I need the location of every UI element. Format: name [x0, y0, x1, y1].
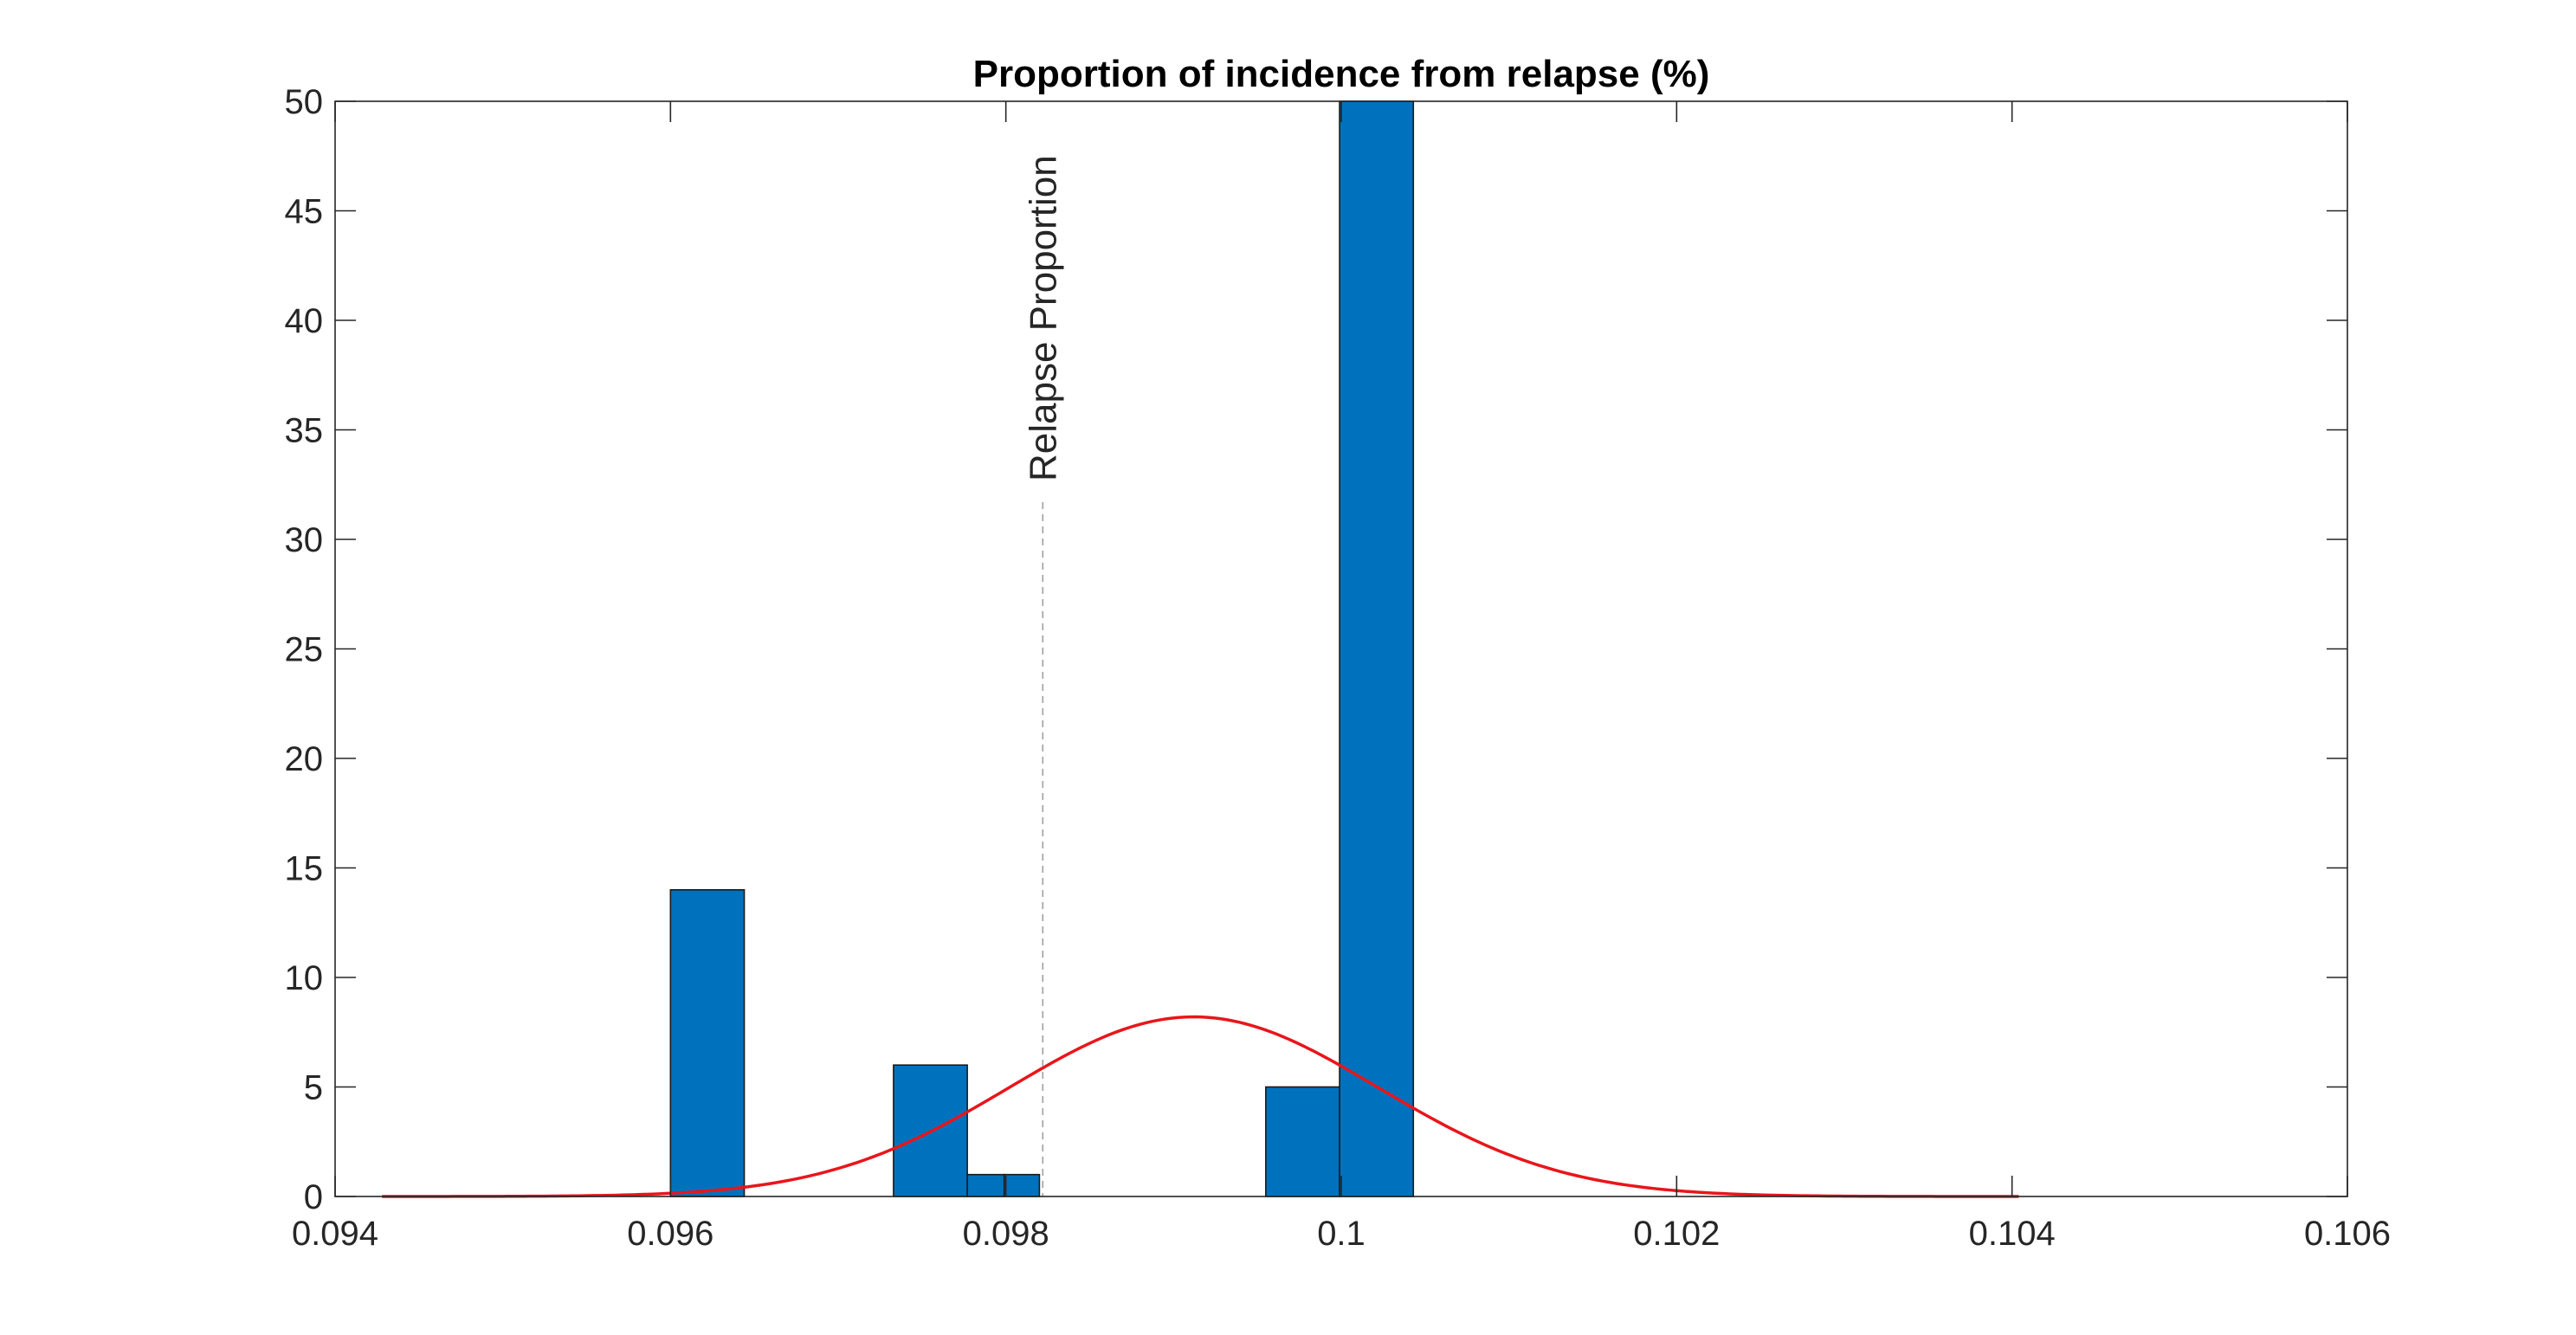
- y-tick-label: 20: [285, 740, 324, 778]
- histogram-bar: [966, 1173, 1005, 1197]
- x-tick-label: 0.098: [963, 1215, 1049, 1253]
- y-tick-label: 50: [285, 83, 324, 121]
- y-tick-label: 15: [285, 850, 324, 888]
- y-tick-label: 5: [304, 1069, 323, 1107]
- histogram-bar: [1265, 1086, 1340, 1197]
- x-tick-label: 0.104: [1969, 1215, 2056, 1253]
- histogram-bar: [1003, 1173, 1041, 1197]
- y-tick-label: 40: [285, 302, 324, 340]
- y-axis: 0 5 10 15 20 25 30 35 40 45 50: [285, 83, 2347, 1216]
- normal-fit-curve: [382, 1015, 2019, 1198]
- histogram-bar: [1339, 100, 1415, 1197]
- chart-title: Proportion of incidence from relapse (%): [973, 53, 1710, 95]
- y-tick-label: 30: [285, 521, 324, 559]
- reference-line-label: Relapse Proportion: [1022, 155, 1064, 481]
- x-tick-label: 0.102: [1633, 1215, 1720, 1253]
- histogram-bar: [669, 889, 746, 1197]
- y-tick-label: 0: [304, 1178, 323, 1216]
- reference-line-layer: Relapse Proportion: [1022, 155, 1064, 1196]
- y-tick-label: 35: [285, 412, 324, 450]
- x-tick-label: 0.1: [1317, 1215, 1365, 1253]
- y-tick-label: 45: [285, 193, 324, 231]
- x-tick-label: 0.094: [292, 1215, 378, 1253]
- x-tick-label: 0.096: [627, 1215, 713, 1253]
- x-axis: 0.094 0.096 0.098 0.1 0.102 0.104 0.106: [292, 101, 2391, 1253]
- x-tick-label: 0.106: [2304, 1215, 2391, 1253]
- curve-layer: [382, 1015, 2019, 1198]
- y-tick-label: 10: [285, 959, 324, 997]
- bars-layer: [669, 100, 1415, 1197]
- y-tick-label: 25: [285, 631, 324, 669]
